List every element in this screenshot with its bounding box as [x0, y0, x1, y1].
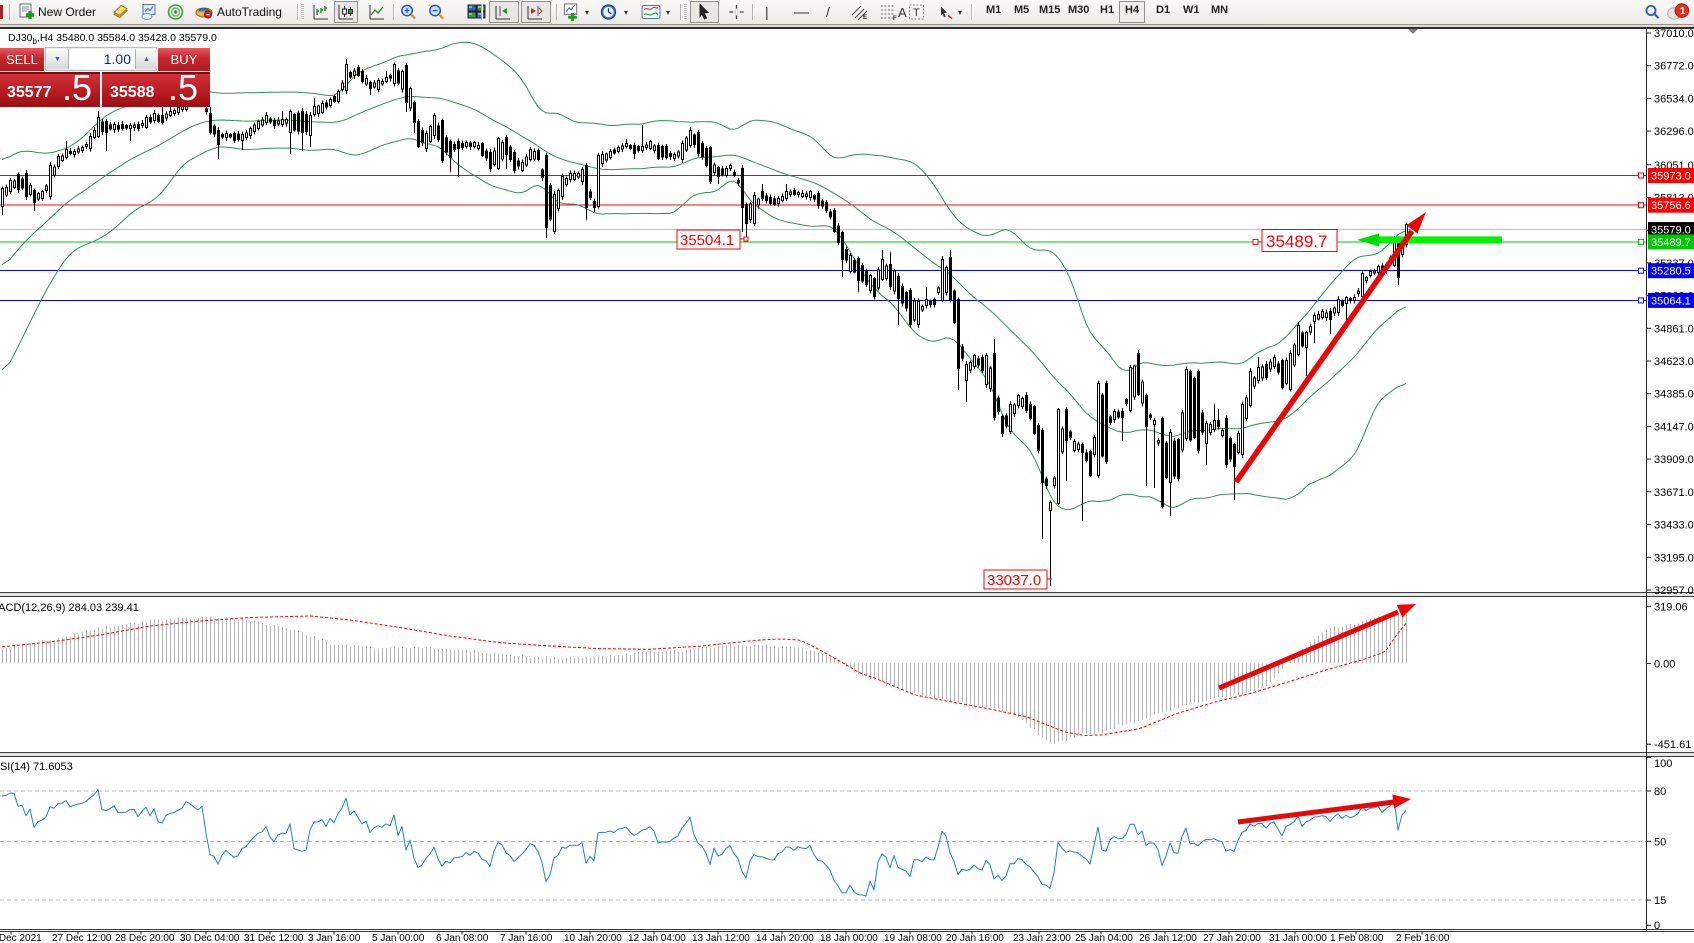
- svg-text:31 Jan 00:00: 31 Jan 00:00: [1269, 933, 1327, 943]
- svg-text:35064.1: 35064.1: [1651, 295, 1691, 307]
- svg-text:-451.61: -451.61: [1654, 739, 1691, 751]
- svg-text:12 Jan 04:00: 12 Jan 04:00: [628, 933, 686, 943]
- svg-text:23 Jan 23:00: 23 Jan 23:00: [1013, 933, 1071, 943]
- svg-text:26 Jan 12:00: 26 Jan 12:00: [1139, 933, 1197, 943]
- svg-text:319.06: 319.06: [1654, 601, 1688, 613]
- svg-text:10 Jan 20:00: 10 Jan 20:00: [564, 933, 622, 943]
- svg-text:RSI(14) 71.6053: RSI(14) 71.6053: [0, 761, 73, 773]
- svg-text:34385.0: 34385.0: [1654, 389, 1694, 401]
- svg-text:50: 50: [1654, 836, 1666, 848]
- svg-text:19 Jan 08:00: 19 Jan 08:00: [884, 933, 942, 943]
- svg-text:13 Jan 12:00: 13 Jan 12:00: [692, 933, 750, 943]
- svg-text:0: 0: [1654, 920, 1660, 932]
- svg-text:33037.0: 33037.0: [987, 572, 1041, 589]
- svg-text:35973.0: 35973.0: [1651, 171, 1691, 183]
- svg-text:27 Dec 12:00: 27 Dec 12:00: [52, 933, 112, 943]
- svg-text:34861.0: 34861.0: [1654, 323, 1694, 335]
- svg-text:F: F: [893, 16, 897, 21]
- svg-text:36772.0: 36772.0: [1654, 61, 1694, 73]
- svg-text:33671.0: 33671.0: [1654, 487, 1694, 499]
- svg-text:100: 100: [1654, 758, 1672, 770]
- svg-text:34623.0: 34623.0: [1654, 356, 1694, 368]
- svg-text:31 Dec 12:00: 31 Dec 12:00: [244, 933, 304, 943]
- svg-text:28 Dec 20:00: 28 Dec 20:00: [115, 933, 175, 943]
- svg-text:3 Jan 16:00: 3 Jan 16:00: [308, 933, 361, 943]
- svg-text:7 Jan 16:00: 7 Jan 16:00: [500, 933, 553, 943]
- svg-text:20 Jan 16:00: 20 Jan 16:00: [946, 933, 1004, 943]
- svg-text:26 Dec 2021: 26 Dec 2021: [0, 933, 42, 943]
- svg-text:25 Jan 04:00: 25 Jan 04:00: [1075, 933, 1133, 943]
- svg-text:2 Feb 16:00: 2 Feb 16:00: [1396, 933, 1450, 943]
- svg-text:35489.7: 35489.7: [1266, 232, 1327, 251]
- svg-text:36534.0: 36534.0: [1654, 93, 1694, 105]
- svg-text:33433.0: 33433.0: [1654, 520, 1694, 532]
- svg-text:5 Jan 00:00: 5 Jan 00:00: [372, 933, 425, 943]
- svg-text:33909.0: 33909.0: [1654, 454, 1694, 466]
- svg-text:37010.0: 37010.0: [1654, 28, 1694, 40]
- svg-text:1 Feb 08:00: 1 Feb 08:00: [1330, 933, 1384, 943]
- svg-text:32957.0: 32957.0: [1654, 585, 1694, 597]
- svg-text:30 Dec 04:00: 30 Dec 04:00: [180, 933, 240, 943]
- svg-text:T: T: [913, 7, 920, 19]
- svg-text:1: 1: [1680, 6, 1686, 17]
- svg-text:DJ30b,H4 35480.0 35584.0 3542: DJ30b,H4 35480.0 35584.0 35428.0 35579.0: [8, 32, 217, 46]
- svg-text:27 Jan 20:00: 27 Jan 20:00: [1203, 933, 1261, 943]
- svg-text:14 Jan 20:00: 14 Jan 20:00: [756, 933, 814, 943]
- svg-text:36296.0: 36296.0: [1654, 126, 1694, 138]
- svg-text:35756.6: 35756.6: [1651, 200, 1691, 212]
- svg-text:E: E: [863, 15, 867, 21]
- svg-text:35280.5: 35280.5: [1651, 266, 1691, 278]
- svg-text:35489.7: 35489.7: [1651, 237, 1691, 249]
- svg-text:15: 15: [1654, 895, 1666, 907]
- svg-text:MACD(12,26,9) 284.03 239.41: MACD(12,26,9) 284.03 239.41: [0, 602, 139, 614]
- svg-text:80: 80: [1654, 786, 1666, 798]
- svg-text:0.00: 0.00: [1654, 658, 1675, 670]
- svg-text:18 Jan 00:00: 18 Jan 00:00: [820, 933, 878, 943]
- svg-text:35504.1: 35504.1: [680, 232, 734, 249]
- svg-text:33195.0: 33195.0: [1654, 552, 1694, 564]
- svg-text:6 Jan 08:00: 6 Jan 08:00: [436, 933, 489, 943]
- svg-text:34147.0: 34147.0: [1654, 421, 1694, 433]
- svg-text:35579.0: 35579.0: [1651, 225, 1691, 237]
